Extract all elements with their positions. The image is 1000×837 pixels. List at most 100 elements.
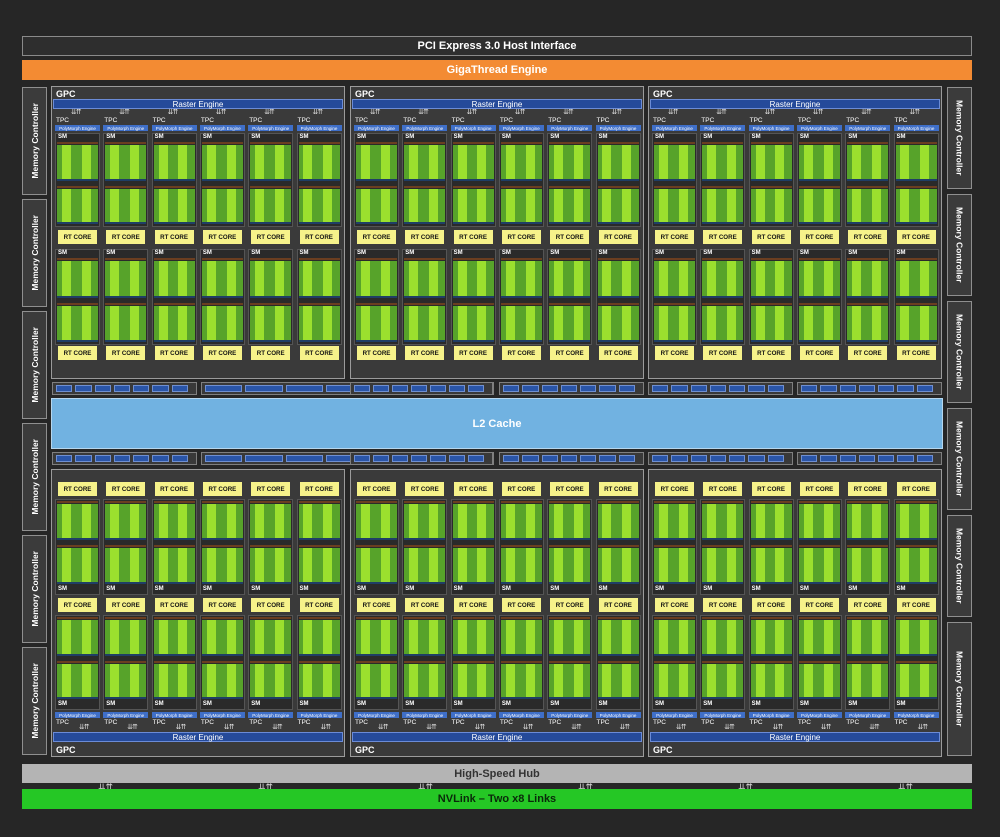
load-store-band — [298, 340, 340, 342]
cuda-core-highlight — [900, 261, 910, 296]
polymorph-engine: PolyMorph Engine — [748, 125, 794, 131]
sm-label: SM — [598, 586, 608, 592]
cuda-core-highlight — [573, 504, 583, 538]
load-store-band — [356, 582, 397, 584]
register-band — [597, 185, 639, 188]
sm-label: SM — [896, 701, 906, 707]
arrow-icon: ⇊⇈ — [812, 109, 824, 116]
register-band — [847, 617, 889, 619]
crossbar-cell — [171, 455, 188, 462]
cuda-core-highlight — [726, 188, 736, 222]
load-store-band — [201, 538, 243, 540]
load-store-band — [105, 538, 147, 540]
cuda-core-highlight — [457, 305, 467, 340]
cuda-core-highlight — [871, 188, 881, 222]
load-store-band — [847, 295, 889, 298]
register-band — [549, 545, 591, 547]
sm-label: SM — [251, 134, 261, 140]
crossbar-cell — [392, 455, 408, 462]
cuda-core-highlight — [323, 548, 333, 582]
cuda-core-highlight — [178, 305, 188, 340]
cuda-core-highlight — [409, 145, 419, 179]
register-band — [549, 660, 591, 663]
cuda-core-highlight — [226, 548, 236, 582]
register-band — [57, 545, 98, 547]
load-store-band — [597, 295, 639, 298]
register-band — [452, 545, 494, 547]
register-band — [750, 501, 792, 503]
crossbar-cell — [522, 455, 539, 462]
rt-core-block: RT CORE — [751, 230, 791, 244]
gpc-block-bottom-2 — [350, 469, 644, 757]
rt-core-block: RT CORE — [751, 598, 791, 612]
cuda-core-highlight — [178, 145, 188, 179]
register-band — [356, 302, 397, 305]
load-store-band — [250, 697, 292, 699]
crossbar-cell — [94, 455, 111, 462]
register-band — [404, 545, 446, 547]
load-store-band — [549, 697, 591, 699]
arrow-icon: ⇊⇈ — [312, 109, 324, 116]
arrow-icon: ⇊⇈ — [272, 724, 283, 731]
cuda-core-highlight — [554, 504, 564, 538]
cuda-core-highlight — [707, 663, 717, 697]
cuda-core-highlight — [920, 620, 930, 654]
memory-controller-left-4: Memory Controller — [22, 423, 47, 531]
cuda-core-highlight — [110, 548, 120, 582]
cuda-core-highlight — [852, 504, 862, 538]
cuda-core-highlight — [110, 145, 120, 179]
polymorph-engine: PolyMorph Engine — [199, 712, 245, 718]
sm-label: SM — [453, 586, 463, 592]
register-band — [201, 617, 243, 619]
crossbar-cell — [503, 385, 520, 392]
rt-core-block: RT CORE — [58, 482, 97, 496]
crossbar-cell — [599, 385, 616, 392]
rt-core-block: RT CORE — [703, 598, 743, 612]
raster-engine: Raster Engine — [650, 99, 940, 109]
cuda-core-highlight — [477, 504, 487, 538]
cuda-core-highlight — [920, 504, 930, 538]
cuda-core-highlight — [110, 663, 120, 697]
cuda-core-highlight — [255, 305, 265, 340]
cuda-core-highlight — [380, 620, 390, 654]
polymorph-engine: PolyMorph Engine — [354, 712, 399, 718]
gpc-block-bottom-3 — [648, 469, 942, 757]
cuda-core-highlight — [428, 145, 438, 179]
register-band — [250, 545, 292, 547]
arrow-icon: ⇊⇈ — [215, 109, 227, 116]
rt-core-block: RT CORE — [598, 482, 638, 496]
sm-label: SM — [848, 250, 858, 256]
register-band — [654, 142, 695, 144]
crossbar-cell — [411, 455, 427, 462]
cuda-core-highlight — [803, 548, 813, 582]
crossbar-cell — [652, 385, 669, 392]
load-store-band — [57, 697, 98, 699]
cuda-core-highlight — [852, 145, 862, 179]
cuda-core-highlight — [477, 188, 487, 222]
cuda-core-highlight — [477, 145, 487, 179]
polymorph-engine: PolyMorph Engine — [296, 125, 342, 131]
register-band — [153, 258, 195, 260]
cuda-core-highlight — [602, 548, 612, 582]
load-store-band — [57, 222, 98, 224]
register-band — [452, 660, 494, 663]
register-band — [404, 501, 446, 503]
load-store-band — [597, 178, 639, 181]
register-band — [798, 660, 840, 663]
load-store-band — [105, 295, 147, 298]
polymorph-engine: PolyMorph Engine — [595, 125, 641, 131]
cuda-core-highlight — [206, 188, 216, 222]
register-band — [452, 142, 494, 144]
sm-label: SM — [703, 701, 713, 707]
load-store-band — [298, 697, 340, 699]
cuda-core-highlight — [726, 145, 736, 179]
register-band — [105, 617, 147, 619]
cuda-core-highlight — [81, 145, 91, 179]
load-store-band — [404, 178, 446, 181]
load-store-band — [500, 178, 542, 181]
register-band — [105, 501, 147, 503]
rt-core-block: RT CORE — [848, 346, 888, 360]
register-band — [356, 617, 397, 619]
cuda-core-highlight — [707, 305, 717, 340]
cuda-core-highlight — [360, 548, 370, 582]
